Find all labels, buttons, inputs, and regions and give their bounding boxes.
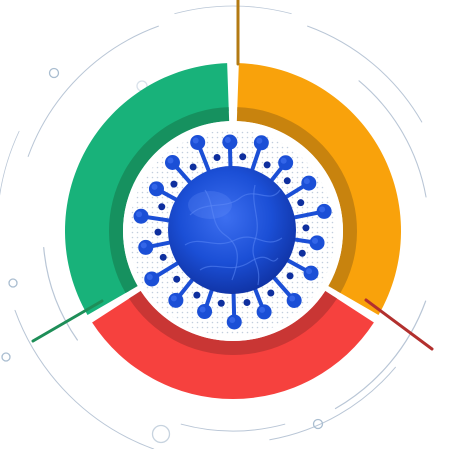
connector-line-right bbox=[364, 298, 434, 351]
virus-texture bbox=[189, 189, 281, 216]
ring-segment-shadow-left bbox=[109, 107, 230, 294]
virus-spike-highlight bbox=[170, 295, 177, 302]
virus-spike-highlight bbox=[312, 237, 319, 244]
deco-circle-2 bbox=[8, 278, 18, 288]
virus-body bbox=[168, 166, 296, 294]
virus-texture bbox=[184, 236, 283, 246]
deco-circle-3 bbox=[1, 352, 11, 362]
guide-arc bbox=[0, 130, 20, 197]
deco-circle-4 bbox=[151, 424, 171, 444]
guide-arc bbox=[307, 25, 423, 123]
virus-spike-highlight bbox=[167, 157, 174, 164]
connector-line-left bbox=[31, 299, 104, 343]
virus-nub bbox=[154, 228, 162, 236]
virus-spike-highlight bbox=[199, 306, 206, 313]
guide-arc bbox=[269, 366, 396, 441]
guide-arc bbox=[14, 309, 155, 449]
virus-nub bbox=[170, 180, 178, 188]
guide-arc bbox=[174, 5, 292, 15]
virus-spike-highlight bbox=[289, 295, 296, 302]
virus-nub bbox=[286, 272, 294, 280]
virus-nub bbox=[263, 161, 271, 169]
virus-spike-highlight bbox=[140, 242, 147, 249]
virus-nub bbox=[297, 199, 305, 207]
virus-texture bbox=[252, 184, 260, 286]
virus-nub bbox=[213, 154, 221, 162]
virus-nub bbox=[159, 253, 167, 261]
guide-arc bbox=[358, 80, 427, 198]
virus-nub bbox=[243, 298, 251, 306]
virus-texture bbox=[204, 189, 238, 281]
virus-spike-highlight bbox=[136, 211, 143, 218]
virus-spike-highlight bbox=[229, 316, 236, 323]
virus-spike-highlight bbox=[256, 137, 263, 144]
virus-nub bbox=[173, 275, 181, 283]
guide-arc bbox=[334, 300, 427, 410]
outer-guide-arcs bbox=[0, 5, 427, 449]
virus-nub bbox=[193, 291, 201, 299]
virus-icon bbox=[133, 134, 332, 330]
virus-spike-highlight bbox=[192, 137, 199, 144]
virus-nub bbox=[298, 249, 306, 257]
virus-spike-highlight bbox=[224, 137, 231, 144]
virus-texture bbox=[199, 256, 279, 271]
deco-circle-5 bbox=[312, 418, 324, 430]
virus-nub bbox=[158, 203, 166, 211]
virus-nub bbox=[239, 153, 247, 161]
deco-circle-1 bbox=[48, 67, 60, 79]
virus-spike-highlight bbox=[306, 268, 313, 275]
ring-segment-bottom bbox=[92, 296, 374, 399]
virus-spike-highlight bbox=[151, 183, 158, 190]
virus-spike-highlight bbox=[146, 273, 153, 280]
ring-segment-shadow-top-right bbox=[236, 107, 357, 294]
guide-arc bbox=[180, 423, 286, 432]
virus-spike-highlight bbox=[259, 306, 266, 313]
virus-spike-highlight bbox=[303, 178, 310, 185]
virus-nub bbox=[283, 177, 291, 185]
virus-nub bbox=[217, 299, 225, 307]
virus-spike-highlight bbox=[280, 157, 287, 164]
virus-shine bbox=[188, 191, 232, 219]
virus-nub bbox=[267, 289, 275, 297]
ring-segment-top-right bbox=[237, 63, 401, 315]
virus-spike-highlight bbox=[319, 206, 326, 213]
guide-arc bbox=[27, 25, 159, 157]
ring-segment-left bbox=[64, 63, 229, 315]
ring-segment-shadow-bottom bbox=[129, 290, 337, 355]
guide-arc bbox=[43, 246, 78, 341]
connector-lines bbox=[31, 0, 434, 351]
virus-nub bbox=[189, 163, 197, 171]
virus-nub bbox=[302, 224, 310, 232]
